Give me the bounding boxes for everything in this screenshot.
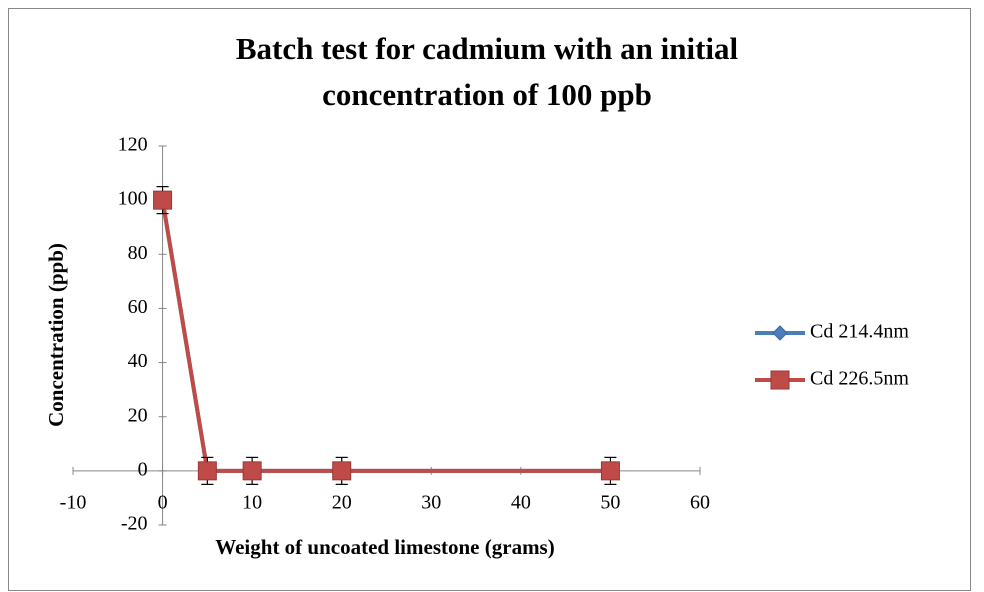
y-tick-label: 0 bbox=[138, 458, 148, 480]
legend-label: Cd 226.5nm bbox=[810, 368, 909, 390]
legend-label: Cd 214.4nm bbox=[810, 321, 909, 343]
x-tick-label: -10 bbox=[60, 491, 87, 513]
x-tick-label: 60 bbox=[690, 491, 710, 513]
chart-title: Batch test for cadmium with an initial bbox=[236, 31, 739, 66]
data-point bbox=[600, 461, 620, 481]
y-tick-label: 20 bbox=[128, 404, 148, 426]
data-point bbox=[242, 461, 262, 481]
x-axis-label: Weight of uncoated limestone (grams) bbox=[215, 535, 554, 559]
legend-marker bbox=[772, 325, 788, 341]
data-point bbox=[197, 461, 217, 481]
y-tick-label: 80 bbox=[128, 242, 148, 264]
y-tick-label: 40 bbox=[128, 350, 148, 372]
y-axis-label: Concentration (ppb) bbox=[44, 243, 68, 427]
x-tick-label: 0 bbox=[158, 491, 168, 513]
y-tick-label: 120 bbox=[118, 134, 148, 156]
legend-marker bbox=[770, 370, 790, 390]
x-tick-label: 30 bbox=[421, 491, 441, 513]
x-tick-label: 10 bbox=[242, 491, 262, 513]
chart-border bbox=[8, 8, 971, 591]
data-point bbox=[153, 190, 173, 210]
x-tick-label: 50 bbox=[600, 491, 620, 513]
y-tick-label: 60 bbox=[128, 296, 148, 318]
x-tick-label: 40 bbox=[511, 491, 531, 513]
x-tick-label: 20 bbox=[332, 491, 352, 513]
y-tick-label: 100 bbox=[118, 188, 148, 210]
data-point bbox=[332, 461, 352, 481]
y-tick-label: -20 bbox=[121, 513, 148, 535]
chart-title: concentration of 100 ppb bbox=[322, 77, 652, 112]
